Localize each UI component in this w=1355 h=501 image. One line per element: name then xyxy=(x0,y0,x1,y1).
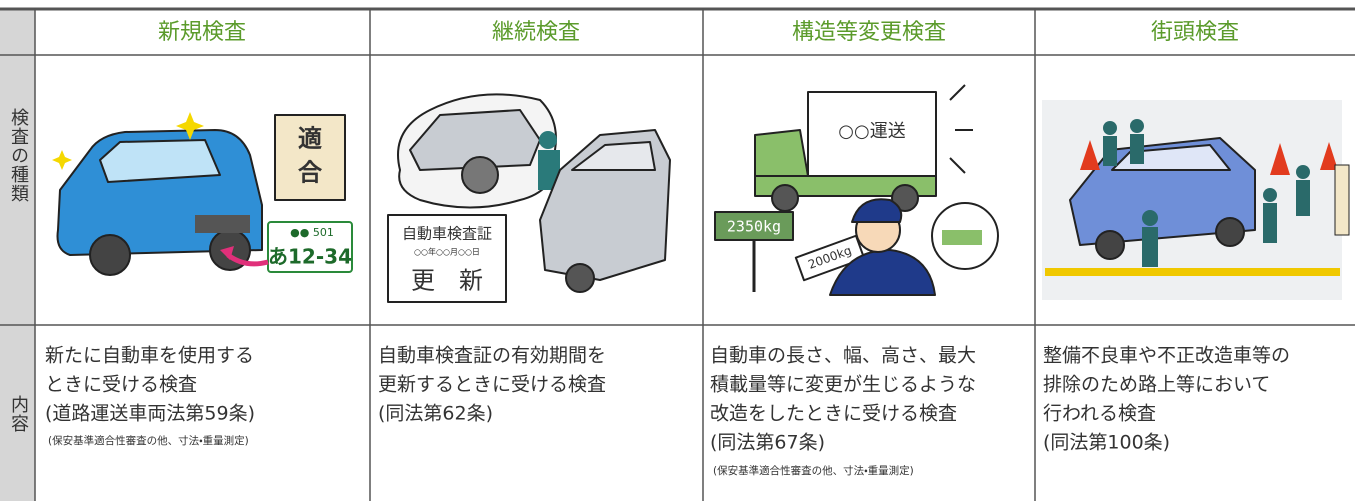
certificate xyxy=(387,214,507,303)
sign-text: 適 xyxy=(298,124,322,153)
description-line: (同法第67条) xyxy=(710,432,825,454)
license-plate xyxy=(267,221,353,273)
figure-part xyxy=(1142,227,1158,267)
wheel xyxy=(1215,217,1245,247)
wheel xyxy=(891,184,919,212)
description-line: 積載量等に変更が生じるような xyxy=(710,374,976,396)
certificate-text: 自動車検査証 xyxy=(402,225,492,243)
sparkle xyxy=(176,112,204,140)
mini-truck xyxy=(942,230,982,245)
description-line: 行われる検査 xyxy=(1043,403,1156,425)
wheel xyxy=(565,263,595,293)
sparkle xyxy=(52,150,72,170)
figure-part xyxy=(1103,121,1117,135)
figure-part xyxy=(1103,136,1117,166)
illustration-structure-change: ○○運送 2350kg 2000kg xyxy=(714,84,999,296)
figure-part xyxy=(1130,134,1144,164)
description-note: (保安基準適合性審査の他、寸法・重量測定) xyxy=(48,434,249,447)
arrow-head xyxy=(220,246,234,260)
plate-text: あ12-34 xyxy=(268,245,352,269)
figure-part xyxy=(1142,210,1158,226)
figure-part xyxy=(1296,165,1310,179)
description-line: 自動車検査証の有効期間を xyxy=(378,345,606,367)
scale-text: 2350kg xyxy=(727,218,781,236)
figure-part xyxy=(1296,180,1310,216)
illustration-renewal: 自動車検査証 ○○年○○月○○日 更 新 xyxy=(387,93,671,303)
illustration-new-car: 適 合 ●● 501 あ12-34 xyxy=(52,112,353,276)
car-window xyxy=(99,139,221,183)
figure-part xyxy=(1263,203,1277,243)
description-line: 改造をしたときに受ける検査 xyxy=(710,403,957,425)
certificate-text: 更 新 xyxy=(411,267,483,295)
column-title: 継続検査 xyxy=(492,20,580,45)
description-line: (同法第100条) xyxy=(1043,432,1170,454)
car-window xyxy=(571,141,656,171)
figure-part xyxy=(1263,188,1277,202)
arrow xyxy=(226,252,269,267)
mechanic-head xyxy=(539,131,557,149)
description-line: 新たに自動車を使用する xyxy=(45,345,254,367)
pass-sign xyxy=(274,114,346,201)
roadside-sign xyxy=(1334,164,1350,236)
wheel xyxy=(461,156,499,194)
wheel xyxy=(89,234,131,276)
row-header: 内容 xyxy=(8,395,29,433)
emphasis-lines xyxy=(949,84,973,174)
mechanic-body xyxy=(538,150,560,190)
inspector-body xyxy=(829,249,936,296)
column-title: 構造等変更検査 xyxy=(792,20,946,45)
column-title: 新規検査 xyxy=(158,20,246,45)
description-line: 整備不良車や不正改造車等の xyxy=(1043,345,1290,367)
inspectors xyxy=(1103,119,1310,267)
figure-part xyxy=(1130,119,1144,133)
illustration-roadside xyxy=(1042,100,1350,300)
description-line: (同法第62条) xyxy=(378,403,493,425)
description-line: ときに受ける検査 xyxy=(45,374,197,396)
certificate-text: ○○年○○月○○日 xyxy=(414,247,480,257)
road-line xyxy=(1045,268,1340,276)
truck-sign-text: ○○運送 xyxy=(838,121,905,142)
truck-chassis xyxy=(754,175,937,197)
paper-sheet xyxy=(794,234,866,282)
description-line: 排除のため路上等において xyxy=(1043,374,1270,396)
description-note: (保安基準適合性審査の他、寸法・重量測定) xyxy=(713,464,914,477)
description-line: 更新するときに受ける検査 xyxy=(378,374,606,396)
wheel xyxy=(771,184,799,212)
traffic-cones xyxy=(1080,140,1338,175)
plate-text: ●● 501 xyxy=(290,226,334,239)
car-grille xyxy=(195,215,250,233)
row-header: 検査の種類 xyxy=(8,108,29,203)
sign-text: 合 xyxy=(298,158,323,187)
column-title: 街頭検査 xyxy=(1151,20,1239,45)
truck-box xyxy=(807,91,937,177)
scale-display xyxy=(714,211,794,241)
inspector-cap xyxy=(851,198,903,223)
row-header-background xyxy=(0,8,35,501)
description-line: 自動車の長さ、幅、高さ、最大 xyxy=(710,345,976,367)
truck-cab xyxy=(754,129,809,181)
wheel xyxy=(1095,230,1125,260)
description-line: (道路運送車両法第59条) xyxy=(45,403,255,425)
